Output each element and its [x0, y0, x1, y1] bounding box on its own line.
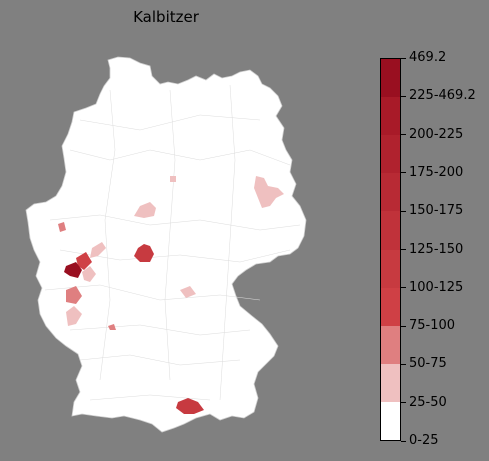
- region-bavaria-north: [180, 286, 196, 298]
- legend-tick: [401, 95, 406, 97]
- legend-label: 50-75: [409, 356, 447, 372]
- legend-tick-top: [401, 57, 406, 59]
- legend-swatch: [381, 363, 400, 402]
- legend-label: 25-50: [409, 394, 447, 410]
- legend-tick: [401, 287, 406, 289]
- legend-swatch: [381, 287, 400, 326]
- region-bw-small: [108, 324, 116, 330]
- legend-tick: [401, 325, 406, 327]
- region-nrw-west: [58, 222, 66, 232]
- district-borders: [44, 84, 301, 401]
- legend-swatch: [381, 97, 400, 136]
- legend-swatch: [381, 211, 400, 250]
- legend-label: 75-100: [409, 318, 456, 334]
- legend-tick: [401, 210, 406, 212]
- legend-tick: [401, 363, 406, 365]
- legend-swatch: [381, 401, 400, 440]
- legend-swatch: [381, 249, 400, 288]
- legend-label-top: 469.2: [409, 50, 447, 65]
- region-central-thuringia: [134, 202, 156, 218]
- region-west-rhineland: [82, 266, 96, 282]
- legend-label: 175-200: [409, 164, 464, 180]
- region-hessen: [134, 244, 154, 262]
- legend-label: 125-150: [409, 241, 464, 257]
- germany-outline: [25, 56, 307, 433]
- legend-tick: [401, 440, 406, 442]
- legend-tick: [401, 249, 406, 250]
- legend-tick: [401, 134, 406, 136]
- legend-label: 225-469.2: [409, 88, 476, 104]
- legend-label: 200-225: [409, 126, 464, 142]
- legend-tick: [401, 172, 406, 174]
- legend-colorbar: [380, 58, 401, 441]
- legend-swatch: [381, 59, 400, 98]
- legend-label: 0-25: [409, 433, 439, 448]
- legend-tick: [401, 402, 406, 404]
- legend-label: 150-175: [409, 203, 464, 219]
- legend-swatch: [381, 173, 400, 212]
- legend-swatch: [381, 325, 400, 364]
- map-title: Kalbitzer: [133, 8, 199, 26]
- region-west-pfalz: [66, 286, 82, 304]
- region-west-hotspot: [64, 262, 82, 278]
- region-west-south: [66, 306, 82, 326]
- region-west-hessen-mid: [76, 252, 92, 270]
- region-small-sachsen-anhalt: [170, 176, 176, 182]
- legend-swatch: [381, 135, 400, 174]
- legend-label: 100-125: [409, 279, 464, 295]
- region-west-hessen-north: [90, 242, 106, 258]
- region-east-brandenburg: [254, 176, 284, 208]
- region-bavaria-south: [176, 398, 204, 414]
